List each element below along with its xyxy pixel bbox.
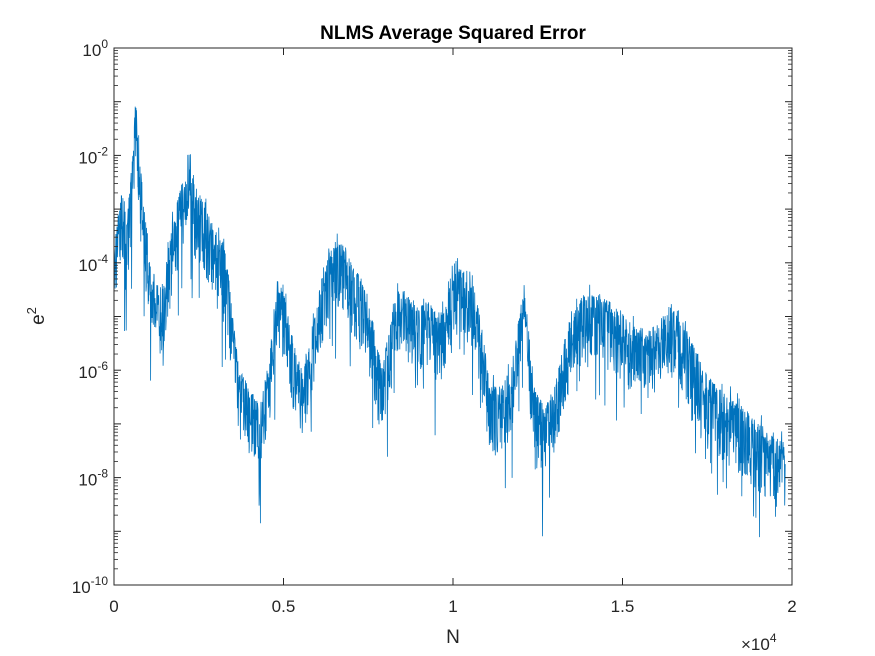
x-tick-label: 0.5 — [272, 597, 296, 616]
x-tick-label: 1.5 — [611, 597, 635, 616]
y-tick-label: 10-10 — [72, 574, 109, 597]
y-tick-label: 10-6 — [78, 359, 108, 382]
y-tick-label-base: 10 — [78, 471, 97, 490]
x-tick-label: 0 — [109, 597, 118, 616]
x-axis-multiplier-prefix: ×10 — [741, 635, 770, 654]
y-tick-label-base: 10 — [72, 578, 91, 597]
plot-area — [114, 48, 792, 585]
x-tick-labels: 0 0.5 1 1.5 2 — [109, 597, 796, 616]
y-tick-label-exponent: -8 — [97, 467, 108, 481]
x-axis-label: N — [446, 627, 460, 648]
y-tick-label: 10-8 — [78, 467, 108, 490]
y-tick-label: 10-2 — [78, 144, 108, 167]
y-tick-label: 100 — [82, 37, 108, 60]
chart-title: NLMS Average Squared Error — [320, 23, 586, 44]
y-tick-label-exponent: -10 — [91, 574, 109, 588]
x-tick-label: 2 — [787, 597, 796, 616]
y-tick-label-base: 10 — [82, 41, 101, 60]
y-axis-label-exponent: 2 — [24, 307, 39, 314]
x-axis-multiplier-exponent: 4 — [770, 631, 777, 645]
y-axis-label-base: e — [28, 314, 49, 325]
y-axis-label: e2 — [24, 307, 49, 325]
series-layer — [113, 106, 786, 538]
error-series-line — [113, 106, 786, 538]
y-tick-label: 10-4 — [78, 252, 108, 275]
y-tick-label-base: 10 — [78, 363, 97, 382]
y-tick-label-exponent: -6 — [97, 359, 108, 373]
x-tick-label: 1 — [448, 597, 457, 616]
y-tick-label-exponent: -4 — [97, 252, 108, 266]
y-tick-label-base: 10 — [78, 256, 97, 275]
axes-box — [113, 47, 793, 586]
y-tick-label-exponent: -2 — [97, 144, 108, 158]
x-axis-multiplier: ×104 — [741, 631, 777, 654]
y-tick-label-base: 10 — [78, 148, 97, 167]
y-tick-label-exponent: 0 — [101, 37, 108, 51]
